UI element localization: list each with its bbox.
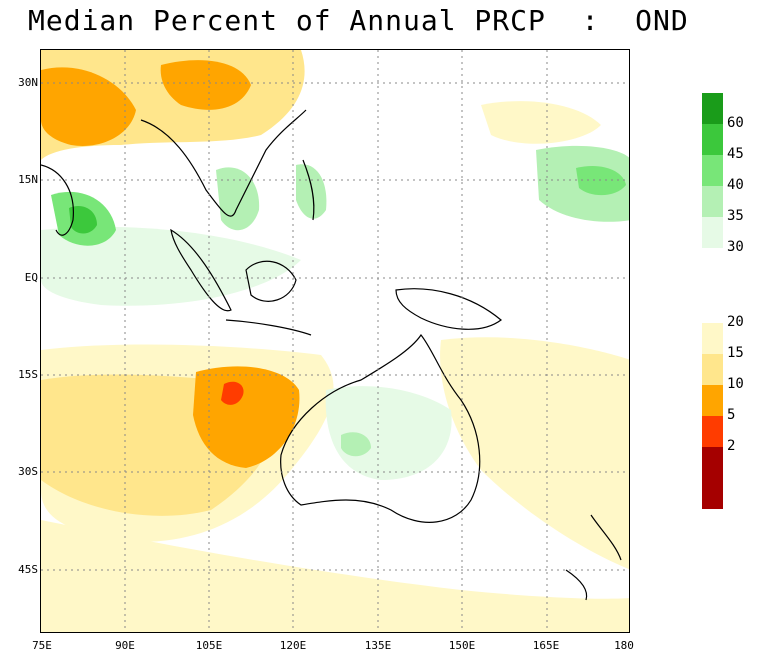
legend-label: 45 [727,146,744,162]
map-title: Median Percent of Annual PRCP : OND [28,4,689,37]
legend-swatch [702,478,723,509]
legend-label: 60 [727,115,744,131]
legend-swatch [702,186,723,217]
legend-swatch [702,155,723,186]
legend-swatch [702,416,723,447]
wet-region-pacific-east-core [576,165,626,196]
coastline-australia [280,333,481,523]
legend-swatch [702,124,723,155]
x-tick-label: 75E [32,639,52,652]
legend-label: 10 [727,376,744,392]
coastline-new-guinea [395,288,502,330]
y-tick-label: 15S [18,368,38,381]
x-tick-label: 180 [614,639,634,652]
coastline-sumatra [170,228,232,312]
dry-region-tibet-orange [160,60,251,110]
y-tick-label: EQ [24,271,38,284]
x-tick-label: 150E [448,639,476,652]
wet-region-sri-lanka-core [69,205,97,234]
y-tick-label: 30N [18,76,38,89]
wet-regions [41,145,629,480]
y-tick-label: 15N [18,173,38,186]
map-canvas [41,50,629,632]
graticule [41,50,629,632]
dry-region-south-pacific [440,337,629,570]
y-tick-label: 45S [18,563,38,576]
coastline-philippines [302,159,315,221]
legend-swatch [702,447,723,478]
dry-region-hotspot [221,381,244,405]
legend-swatch [702,93,723,124]
coastlines [41,109,622,601]
dry-region-india-orange [41,67,136,146]
y-tick-label: 30S [18,465,38,478]
coastline-java [225,319,312,336]
precip-map [40,49,630,633]
wet-region-australia-patch [341,432,371,457]
x-tick-label: 165E [532,639,560,652]
dry-regions [41,50,629,632]
dry-region-west-australia-core [193,366,300,468]
wet-region-philippines [296,164,327,219]
legend-swatch [702,354,723,385]
wet-region-equatorial-band [41,226,301,306]
x-tick-label: 120E [279,639,307,652]
legend-swatch [702,217,723,248]
x-tick-label: 90E [115,639,135,652]
legend-label: 35 [727,208,744,224]
coastline-india [41,164,74,236]
dry-region-pacific-north [481,101,601,144]
dry-region-lower-south [41,520,629,632]
coastline-new-zealand [565,514,622,601]
legend-label: 5 [727,407,736,423]
x-tick-label: 105E [195,639,223,652]
coastline-borneo [245,260,297,302]
legend-swatch [702,248,723,279]
legend-label: 15 [727,345,744,361]
legend-label: 2 [727,438,736,454]
x-tick-label: 135E [364,639,392,652]
legend-swatch [702,323,723,354]
legend-label: 30 [727,239,744,255]
coastline-indochina [140,109,307,217]
legend-label: 20 [727,314,744,330]
wet-region-australia-interior [325,386,452,480]
legend-swatch [702,385,723,416]
legend-label: 40 [727,177,744,193]
